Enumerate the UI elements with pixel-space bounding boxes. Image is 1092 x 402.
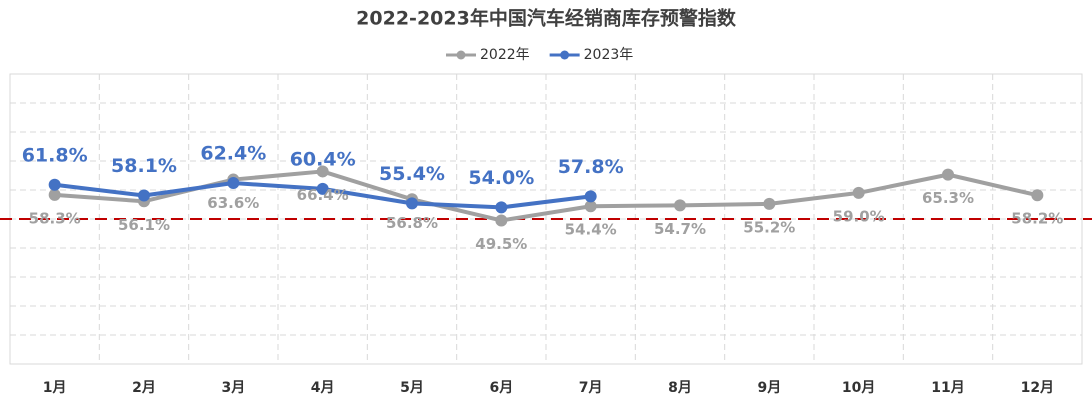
data-label: 54.0% (468, 167, 534, 189)
data-label: 58.1% (111, 155, 177, 177)
x-tick-label: 10月 (842, 380, 875, 396)
data-point (763, 197, 776, 210)
data-point (48, 188, 61, 201)
data-label: 66.4% (297, 186, 349, 204)
x-tick-label: 8月 (668, 380, 692, 396)
legend-label: 2023年 (584, 47, 634, 63)
data-point (942, 168, 954, 181)
data-point (316, 165, 329, 178)
data-point (584, 190, 597, 203)
data-point (495, 201, 508, 214)
data-label: 49.5% (475, 235, 527, 253)
x-tick-label: 3月 (221, 380, 245, 396)
x-tick-label: 6月 (489, 380, 513, 396)
data-point (48, 178, 61, 191)
data-label: 57.8% (558, 156, 624, 178)
data-point (1031, 189, 1044, 202)
data-label: 56.1% (118, 216, 170, 234)
x-tick-label: 7月 (579, 380, 603, 396)
data-point (138, 189, 150, 202)
data-point (495, 214, 508, 227)
x-tick-label: 1月 (43, 380, 67, 396)
data-label: 60.4% (290, 148, 356, 170)
x-tick-label: 4月 (311, 380, 335, 396)
data-label: 55.2% (743, 218, 795, 236)
legend-label: 2022年 (480, 47, 530, 63)
data-point (584, 200, 597, 213)
data-label: 61.8% (22, 144, 88, 166)
data-label: 59.0% (833, 207, 885, 225)
data-point (406, 197, 418, 210)
data-label: 63.6% (207, 194, 259, 212)
chart-title: 2022-2023年中国汽车经销商库存预警指数 (356, 7, 737, 30)
x-tick-label: 5月 (400, 380, 424, 396)
x-tick-label: 2月 (132, 380, 156, 396)
data-point (674, 199, 686, 212)
x-tick-label: 11月 (931, 380, 964, 396)
data-label: 58.2% (1011, 210, 1063, 228)
data-label: 65.3% (922, 189, 974, 207)
data-label: 62.4% (200, 143, 266, 165)
data-label: 55.4% (379, 163, 445, 185)
legend-marker (456, 50, 466, 60)
data-label: 54.4% (565, 221, 617, 239)
data-point (316, 182, 329, 195)
data-point (852, 186, 865, 199)
legend-marker (560, 50, 570, 60)
data-point (227, 177, 240, 190)
x-tick-label: 9月 (757, 380, 781, 396)
data-label: 56.8% (386, 214, 438, 232)
data-label: 58.3% (29, 209, 81, 227)
data-label: 54.7% (654, 220, 706, 238)
x-tick-label: 12月 (1021, 380, 1054, 396)
